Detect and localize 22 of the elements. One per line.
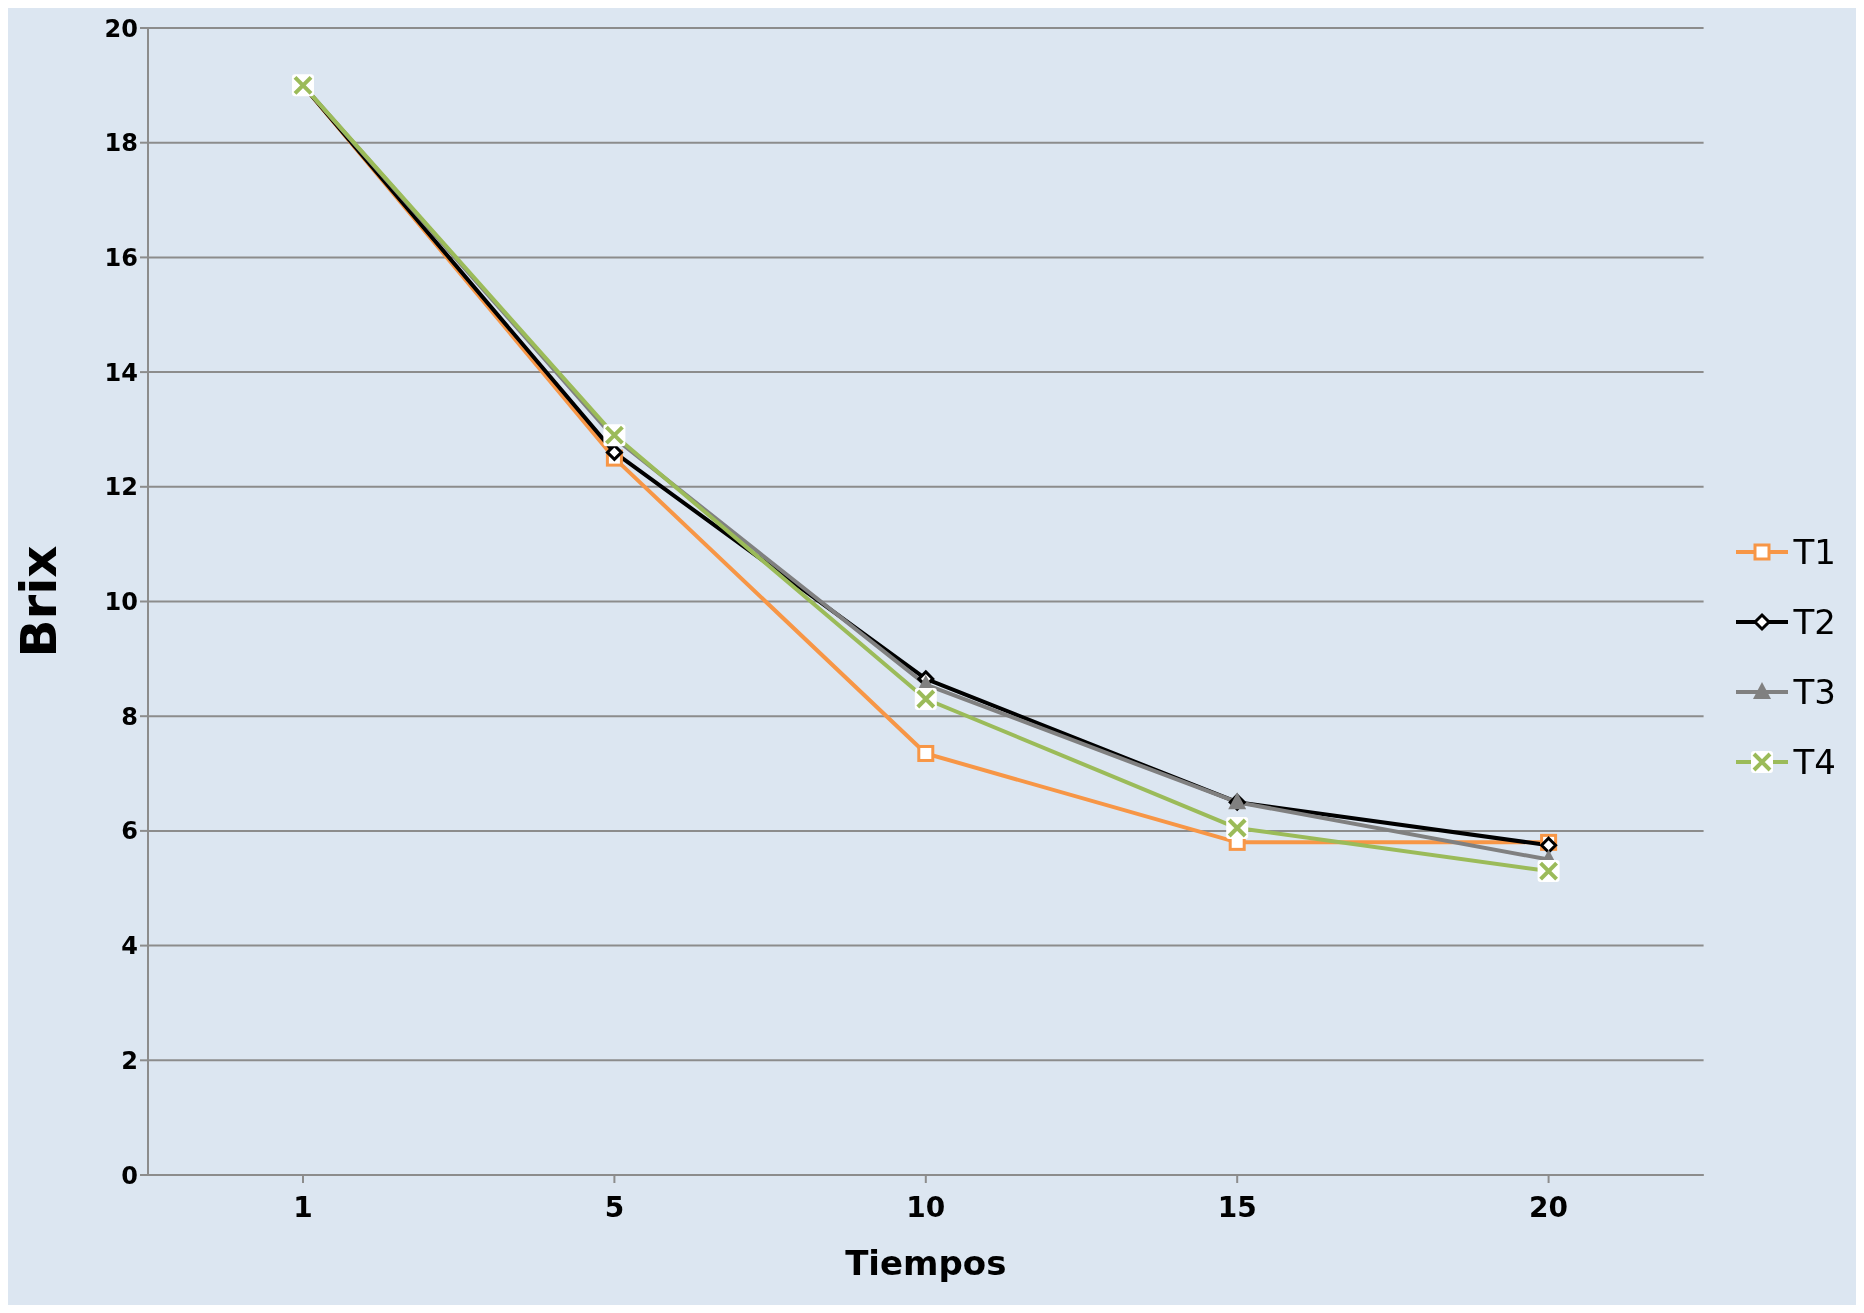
y-tick-label: 12	[104, 473, 138, 502]
x-tick-label: 15	[1217, 1190, 1257, 1224]
y-tick-label: 10	[104, 588, 138, 617]
x-axis-title: Tiempos	[845, 1243, 1007, 1283]
x-tick-label: 20	[1529, 1190, 1569, 1224]
x-tick-label: 10	[906, 1190, 946, 1224]
y-tick-label: 4	[121, 932, 138, 961]
y-tick-label: 16	[104, 243, 138, 272]
x-tick-label: 1	[293, 1190, 313, 1224]
legend-label: T1	[1793, 531, 1836, 572]
y-tick-label: 18	[104, 129, 138, 158]
legend-label: T3	[1793, 671, 1836, 712]
legend-label: T4	[1793, 741, 1836, 782]
y-tick-label: 6	[121, 817, 138, 846]
y-tick-label: 8	[121, 702, 138, 731]
y-tick-label: 2	[121, 1046, 138, 1075]
y-axis-title: Brix	[9, 545, 68, 658]
y-tick-label: 0	[121, 1161, 138, 1190]
y-tick-label: 20	[104, 14, 138, 43]
legend-label: T2	[1793, 601, 1836, 642]
x-tick-label: 5	[604, 1190, 625, 1224]
y-tick-label: 14	[104, 358, 138, 387]
